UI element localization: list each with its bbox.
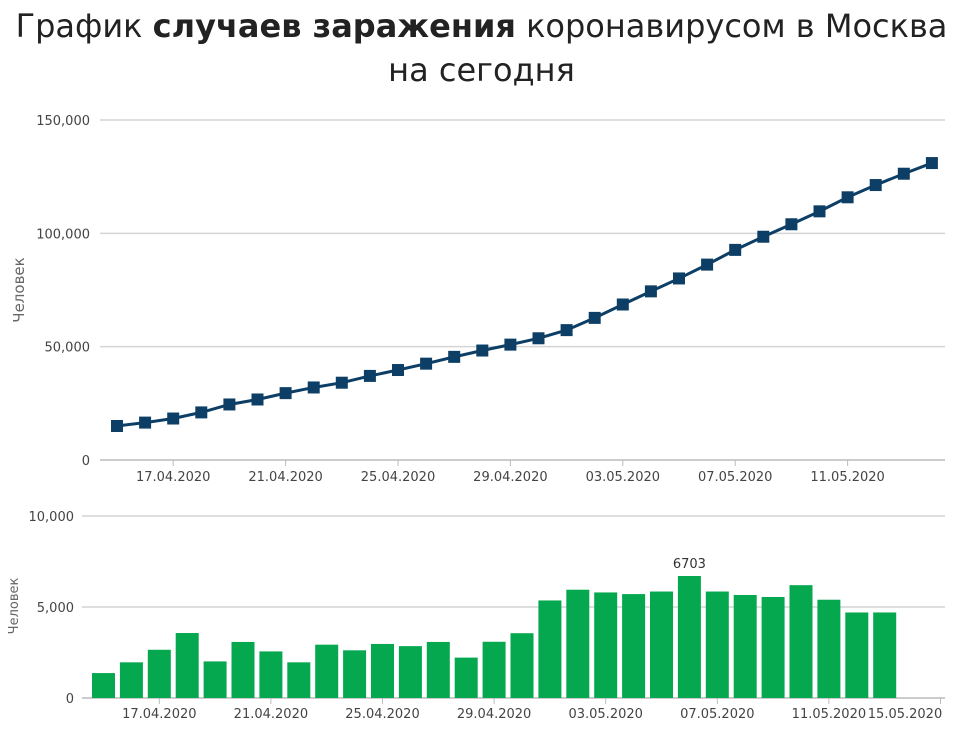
y-tick-label: 150,000 — [36, 114, 90, 129]
y-tick-label: 5,000 — [37, 601, 74, 616]
data-point — [504, 338, 517, 351]
bar — [92, 673, 115, 698]
data-point — [532, 332, 545, 345]
data-point — [223, 398, 236, 411]
bar — [231, 641, 255, 698]
bar — [371, 643, 394, 698]
bar — [343, 650, 367, 698]
data-point — [476, 344, 489, 357]
data-point — [897, 167, 910, 180]
x-tick-label: 11.05.2020 — [810, 470, 884, 485]
data-point — [841, 191, 854, 204]
title-bold: случаев заражения — [152, 7, 516, 45]
data-point — [673, 272, 685, 285]
x-tick-label: 29.04.2020 — [473, 470, 547, 485]
bar — [845, 612, 869, 698]
y-axis-label: Человек — [10, 257, 28, 322]
title-part-2: коронавирусом в Москва на сегодня — [388, 7, 948, 89]
data-point — [392, 364, 404, 377]
bar — [594, 592, 618, 698]
data-point — [279, 387, 292, 400]
data-point — [701, 258, 714, 271]
bar — [259, 651, 283, 698]
bar — [733, 594, 757, 698]
bar — [566, 589, 590, 698]
daily-cases-bar-chart: 0 5,000 10,000 Человек 6703 17.04.2020 21.04.2… — [7, 510, 945, 722]
bar — [510, 633, 534, 698]
data-point — [167, 412, 180, 425]
y-tick-label: 0 — [66, 692, 74, 707]
bar — [705, 591, 729, 698]
bar — [873, 612, 897, 698]
bar — [454, 657, 478, 698]
y-tick-label: 10,000 — [29, 510, 75, 525]
x-tick-label: 17.04.2020 — [122, 707, 196, 722]
data-point — [616, 298, 629, 311]
bar — [147, 649, 171, 698]
title-part-1: График — [15, 7, 153, 45]
bar — [622, 594, 646, 698]
data-point — [560, 324, 573, 337]
cumulative-cases-line-chart: 0 50,000 100,000 150,000 Человек 17.04.2020 21… — [10, 114, 945, 485]
x-tick-label: 03.05.2020 — [568, 707, 642, 722]
bar — [538, 600, 562, 698]
x-tick-label: 17.04.2020 — [136, 470, 210, 485]
page-title: График случаев заражения коронавирусом в… — [0, 4, 963, 92]
y-tick-label: 100,000 — [36, 227, 90, 242]
x-tick-label: 07.05.2020 — [680, 707, 754, 722]
data-point — [448, 350, 461, 363]
x-tick-label: 11.05.2020 — [792, 707, 866, 722]
data-point — [195, 406, 208, 419]
data-point — [729, 243, 742, 256]
bar — [398, 646, 422, 698]
data-point — [813, 205, 826, 218]
series-line — [116, 161, 933, 428]
x-tick-label: 21.04.2020 — [234, 707, 308, 722]
bar — [789, 585, 813, 698]
data-point — [139, 416, 152, 429]
bar — [175, 633, 199, 698]
data-point — [925, 157, 938, 170]
data-label: 6703 — [673, 557, 706, 572]
bar — [315, 644, 339, 698]
data-point — [588, 311, 601, 324]
bar — [482, 641, 506, 698]
x-tick-label: 15.05.2020 — [868, 707, 942, 722]
y-axis-label: Человек — [7, 578, 22, 635]
data-point — [785, 218, 798, 231]
bar — [817, 599, 841, 698]
data-point — [869, 179, 882, 192]
x-tick-label: 29.04.2020 — [457, 707, 531, 722]
data-point — [757, 230, 770, 243]
bar — [203, 661, 227, 698]
x-tick-label: 03.05.2020 — [586, 470, 660, 485]
bar — [677, 576, 701, 698]
y-tick-label: 0 — [82, 454, 90, 469]
data-point — [111, 420, 123, 432]
bar — [119, 662, 143, 698]
x-tick-label: 21.04.2020 — [248, 470, 322, 485]
bar — [287, 662, 311, 698]
x-tick-label: 25.04.2020 — [345, 707, 419, 722]
y-tick-label: 50,000 — [45, 341, 91, 356]
data-point — [644, 285, 657, 298]
data-point — [420, 357, 433, 370]
data-point — [251, 393, 264, 406]
bar — [761, 596, 785, 698]
x-tick-label: 07.05.2020 — [698, 470, 772, 485]
bar — [650, 591, 673, 698]
data-point — [335, 376, 348, 389]
x-tick-label: 25.04.2020 — [361, 470, 435, 485]
bar — [426, 641, 450, 698]
data-point — [363, 369, 376, 382]
data-point — [307, 381, 320, 394]
